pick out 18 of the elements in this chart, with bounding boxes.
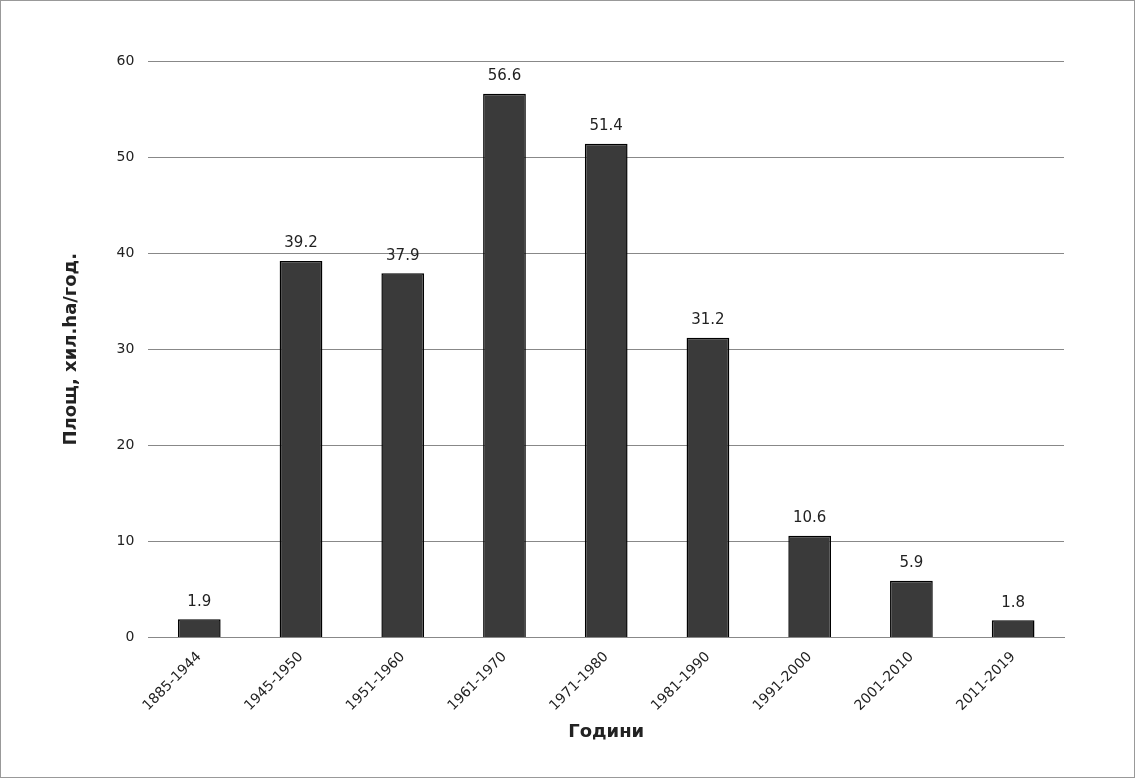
y-tick-label: 50 <box>116 147 135 164</box>
data-label: 1.9 <box>187 591 212 610</box>
y-tick-label: 40 <box>116 243 135 260</box>
y-tick-label: 0 <box>125 628 135 645</box>
data-label: 56.6 <box>487 66 522 85</box>
y-tick-label: 30 <box>116 339 135 356</box>
data-label: 31.2 <box>691 310 725 329</box>
x-axis-title: Години <box>568 719 645 741</box>
data-label: 39.2 <box>284 233 318 252</box>
data-label: 10.6 <box>792 508 827 527</box>
data-label: 1.8 <box>1001 592 1026 611</box>
y-tick-label: 60 <box>116 51 135 68</box>
data-label: 5.9 <box>899 553 924 572</box>
data-label: 37.9 <box>386 245 420 264</box>
data-label: 51.4 <box>589 116 623 135</box>
y-tick-label: 20 <box>116 436 135 453</box>
y-tick-label: 10 <box>116 532 135 549</box>
y-axis-title: Площ, хил.ha/год. <box>59 253 81 446</box>
